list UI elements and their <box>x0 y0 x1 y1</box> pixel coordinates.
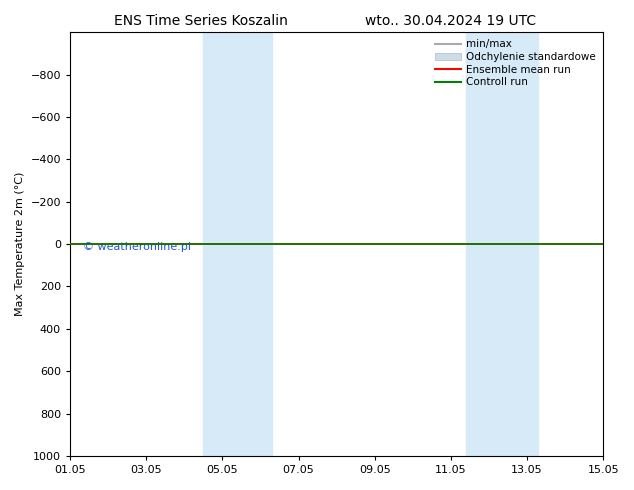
Bar <box>466 32 538 456</box>
Text: ENS Time Series Koszalin: ENS Time Series Koszalin <box>114 14 288 28</box>
Y-axis label: Max Temperature 2m (°C): Max Temperature 2m (°C) <box>15 172 25 316</box>
Legend: min/max, Odchylenie standardowe, Ensemble mean run, Controll run: min/max, Odchylenie standardowe, Ensembl… <box>433 37 598 89</box>
Text: wto.. 30.04.2024 19 UTC: wto.. 30.04.2024 19 UTC <box>365 14 536 28</box>
Bar <box>204 32 272 456</box>
Text: © weatheronline.pl: © weatheronline.pl <box>84 242 191 252</box>
